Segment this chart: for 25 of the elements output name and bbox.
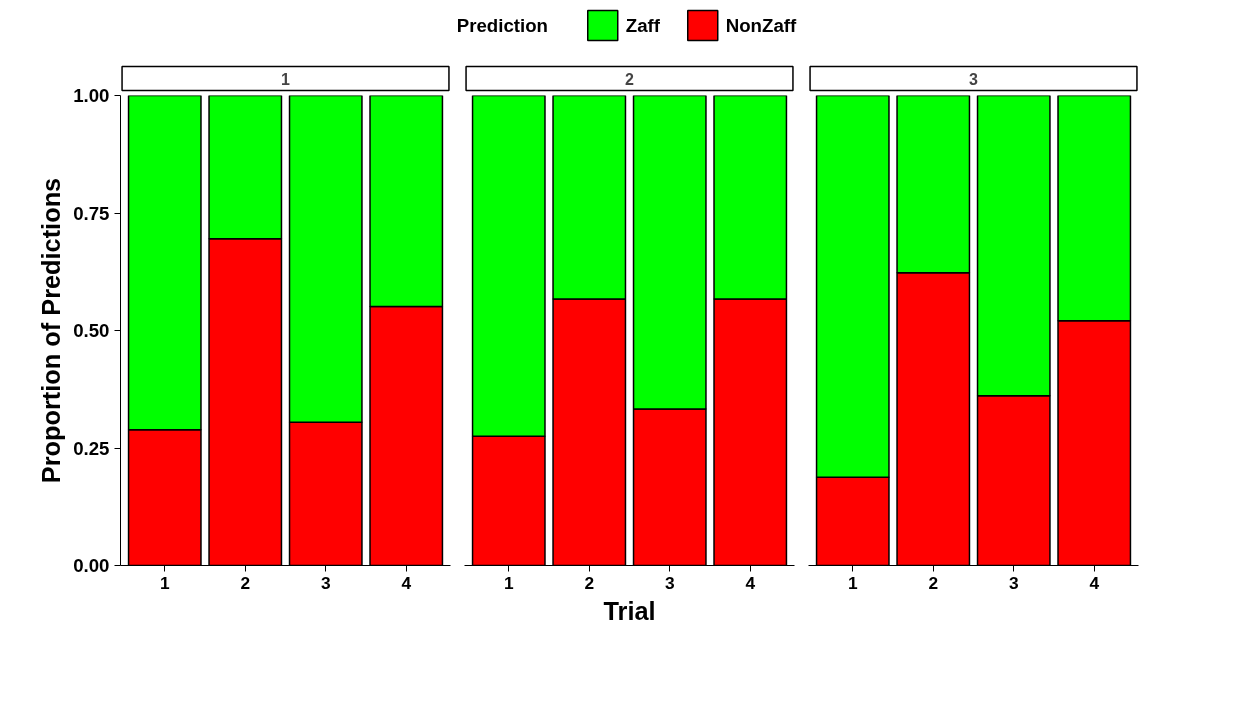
x-tick-label: 1 [159,572,170,593]
legend-label: Zaff [625,15,661,36]
x-tick-label: 4 [401,572,412,593]
x-tick-label: 1 [847,572,858,593]
x-tick-label: 3 [1008,572,1019,593]
chart-title: 3 [969,70,979,88]
x-tick-label: 2 [240,572,251,593]
legend-title: Prediction [456,15,548,36]
x-tick-label: 2 [584,572,595,593]
y-axis-title: Proportion of Predictions [37,177,66,484]
x-axis-title: Trial [603,596,656,625]
chart-title: 1 [281,70,291,88]
y-tick-label: 0.25 [73,437,110,459]
x-tick-label: 3 [664,572,675,593]
y-tick-label: 1.00 [73,85,110,106]
x-tick-label: 2 [928,572,939,593]
x-tick-label: 4 [1089,572,1100,593]
y-tick-label: 0.00 [73,555,110,576]
chart-title: 2 [625,70,635,88]
x-tick-label: 3 [320,572,331,593]
x-tick-label: 4 [745,572,756,593]
y-tick-label: 0.50 [73,320,110,341]
x-tick-label: 1 [503,572,514,593]
legend-label: NonZaff [725,15,797,36]
y-tick-label: 0.75 [73,202,110,224]
